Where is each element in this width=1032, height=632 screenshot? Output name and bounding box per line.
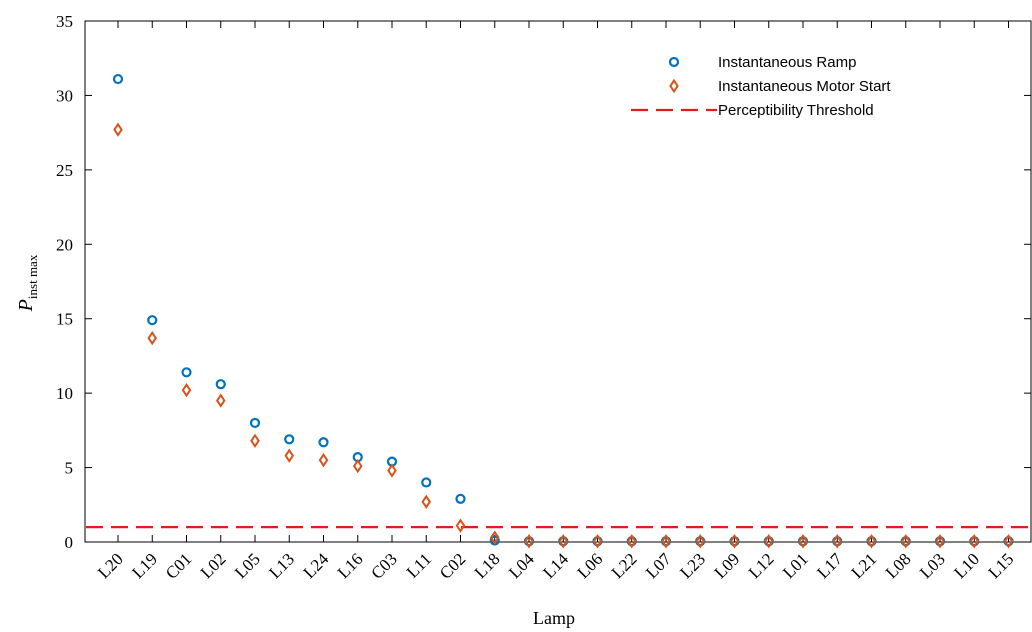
ramp-point [112, 73, 124, 85]
ramp-point [181, 367, 192, 378]
y-tick-label: 25 [56, 161, 73, 180]
motor-start-point [1003, 534, 1014, 549]
x-tick-label: L13 [265, 549, 298, 582]
motor-start-point [626, 534, 637, 549]
ramp-point [147, 315, 158, 326]
motor-start-point [489, 530, 500, 545]
x-tick-label: L15 [985, 549, 1018, 582]
motor-start-point [318, 452, 329, 468]
motor-start-point [900, 534, 911, 549]
ramp-point [249, 417, 261, 429]
y-tick-label: 20 [56, 235, 73, 254]
x-tick-label: C03 [367, 549, 400, 582]
motor-start-point [695, 534, 706, 549]
motor-start-point [592, 534, 603, 549]
motor-start-point [284, 448, 295, 463]
motor-start-point [215, 393, 226, 408]
motor-start-point [798, 534, 808, 549]
x-tick-label: L24 [300, 549, 333, 582]
y-axis-title: Pinst max [15, 254, 40, 312]
motor-start-point [455, 518, 466, 533]
legend-marker [668, 56, 680, 68]
ramp-point [455, 493, 466, 504]
motor-start-point [250, 433, 260, 448]
motor-start-point [113, 122, 123, 137]
motor-start-point [866, 534, 877, 549]
x-tick-label: L01 [779, 549, 812, 582]
motor-start-point [147, 330, 158, 346]
x-tick-label: L14 [539, 549, 572, 582]
x-axis-title: Lamp [533, 608, 575, 628]
x-tick-label: L19 [128, 549, 161, 582]
legend-marker [669, 78, 679, 94]
legend-label: Instantaneous Motor Start [718, 78, 891, 95]
x-tick-label: L22 [608, 549, 641, 582]
legend-label: Perceptibility Threshold [718, 102, 874, 119]
ramp-point [215, 379, 226, 390]
x-tick-label: C01 [162, 549, 195, 582]
x-tick-label: L11 [403, 549, 435, 581]
x-tick-label: L07 [642, 549, 675, 582]
x-tick-label: L02 [197, 549, 230, 582]
x-tick-label: L04 [505, 549, 538, 582]
motor-start-point [524, 534, 534, 549]
x-tick-label: L03 [916, 549, 949, 582]
y-axis-title-main: P [15, 299, 37, 312]
motor-start-point [558, 534, 569, 549]
x-tick-label: L21 [848, 549, 881, 582]
legend: Instantaneous Ramp Instantaneous Motor St… [631, 54, 891, 119]
plot-frame [84, 20, 1032, 543]
motor-start-point [935, 534, 945, 549]
motor-start-point [181, 382, 192, 398]
motor-start-point [661, 534, 671, 549]
x-tick-label: L06 [574, 549, 607, 582]
x-tick-label: L12 [745, 549, 778, 582]
y-tick-label: 35 [56, 12, 73, 31]
motor-start-point [969, 534, 980, 549]
x-tick-label: L10 [950, 549, 983, 582]
x-axis: L20 L19 C01 L02 L05 L13 L24 L16 C03 L11 C02 L18 L04 L… [94, 21, 1017, 583]
motor-start-point [421, 494, 432, 510]
plot-border [84, 20, 1032, 543]
x-tick-label: C02 [436, 549, 469, 582]
y-tick-label: 5 [65, 459, 74, 478]
y-tick-label: 15 [56, 310, 73, 329]
y-tick-label: 30 [56, 86, 73, 105]
x-tick-label: L20 [94, 549, 127, 582]
ramp-point [318, 437, 329, 448]
legend-label: Instantaneous Ramp [718, 54, 856, 71]
y-axis-title-sub: inst max [25, 254, 40, 299]
x-tick-label: L08 [882, 549, 915, 582]
motor-start-point [832, 534, 843, 549]
x-tick-label: L16 [334, 549, 367, 582]
x-tick-label: L17 [813, 549, 846, 582]
y-axis: 0 5 10 15 20 25 30 35 [56, 12, 1031, 552]
ramp-point [284, 434, 295, 445]
motor-start-point [387, 463, 397, 478]
motor-start-point [763, 534, 774, 549]
ramp-point [421, 477, 432, 488]
data-markers [112, 73, 1014, 549]
x-tick-label: L18 [471, 549, 504, 582]
motor-start-point [352, 458, 363, 474]
y-tick-label: 10 [56, 384, 73, 403]
motor-start-point [729, 534, 740, 549]
x-tick-label: L05 [231, 549, 264, 582]
x-tick-label: L09 [711, 549, 744, 582]
x-tick-label: L23 [676, 549, 709, 582]
y-tick-label: 0 [65, 533, 74, 552]
